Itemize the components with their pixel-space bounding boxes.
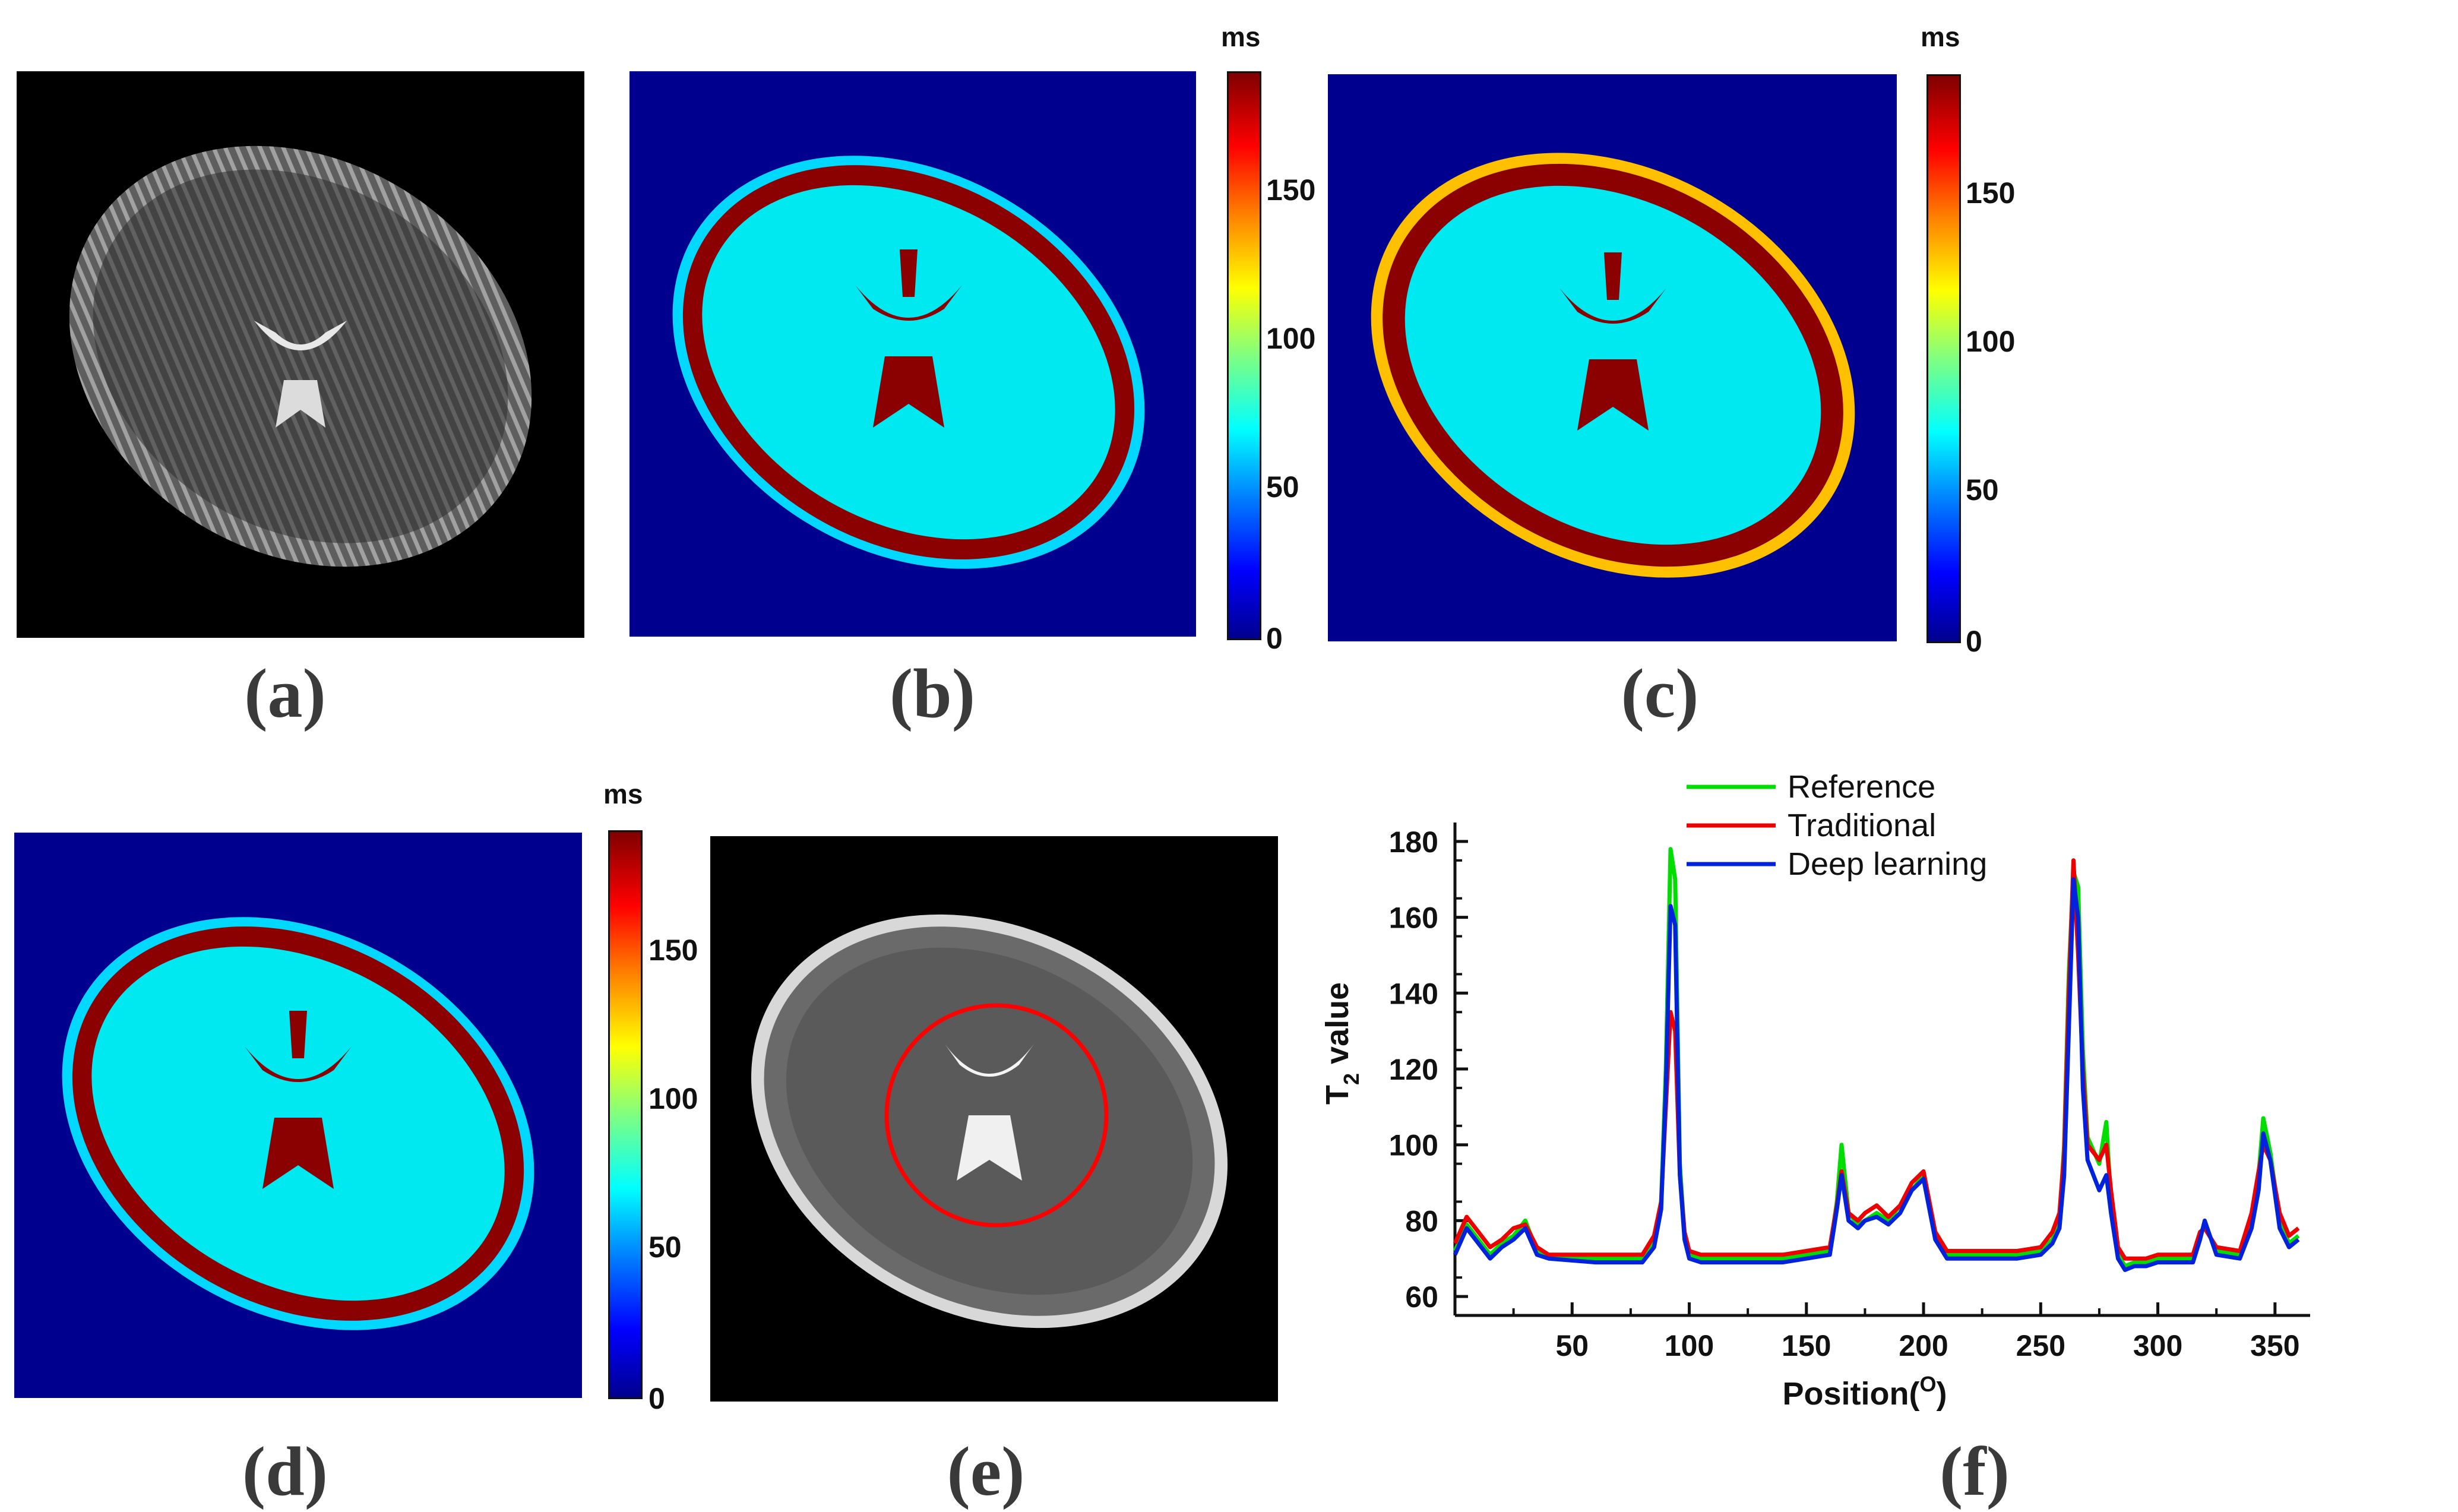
x-tick-label: 350 xyxy=(2250,1329,2299,1362)
panel-c-tick-100: 100 xyxy=(1966,325,2016,358)
y-tick-label: 120 xyxy=(1389,1053,1438,1086)
legend-label: Reference xyxy=(1788,769,1935,805)
panel-a-image xyxy=(17,71,584,638)
panel-f-label: (f) xyxy=(1940,1432,2010,1510)
panel-d-tick-50: 50 xyxy=(648,1231,682,1264)
x-tick-label: 50 xyxy=(1555,1329,1589,1362)
panel-f-chart: 60 80 100 120 140 160 180 50 100 150 200 250 300 350 R… xyxy=(1295,754,2340,1425)
panel-b-tick-0: 0 xyxy=(1266,622,1283,655)
y-axis-label: T2 value xyxy=(1320,982,1364,1105)
panel-d-tick-0: 0 xyxy=(648,1382,665,1415)
x-tick-label: 100 xyxy=(1665,1329,1714,1362)
series-line-traditional xyxy=(1453,858,2300,1261)
panel-c-map xyxy=(1328,74,1897,641)
panel-b-tick-150: 150 xyxy=(1266,173,1316,207)
panel-d-tick-150: 150 xyxy=(648,934,698,967)
y-tick-label: 100 xyxy=(1389,1129,1438,1162)
y-tick-label: 180 xyxy=(1389,825,1438,859)
x-axis-label: Position(O) xyxy=(1783,1372,1947,1412)
x-tick-label: 200 xyxy=(1899,1329,1948,1362)
panel-b-tick-50: 50 xyxy=(1266,470,1299,504)
legend-label: Deep learning xyxy=(1788,846,1987,882)
panel-e-image xyxy=(710,836,1278,1402)
y-tick-label: 140 xyxy=(1389,977,1438,1010)
panel-c-tick-0: 0 xyxy=(1966,625,1982,658)
x-tick-label: 300 xyxy=(2133,1329,2182,1362)
panel-b-tick-100: 100 xyxy=(1266,322,1316,355)
y-tick-label: 80 xyxy=(1405,1204,1438,1238)
x-tick-label: 250 xyxy=(2016,1329,2065,1362)
panel-b-colorbar-unit: ms xyxy=(1221,21,1261,52)
panel-e-label: (e) xyxy=(947,1432,1025,1510)
panel-b-label: (b) xyxy=(889,654,976,732)
panel-d-tick-100: 100 xyxy=(648,1082,698,1115)
panel-b-colorbar xyxy=(1227,71,1261,640)
y-tick-label: 160 xyxy=(1389,901,1438,935)
y-tick-label: 60 xyxy=(1405,1280,1438,1314)
x-tick-label: 150 xyxy=(1782,1329,1831,1362)
panel-d-map xyxy=(14,833,582,1398)
roi-circle xyxy=(884,1003,1109,1228)
panel-c-colorbar xyxy=(1926,74,1961,643)
panel-d-label: (d) xyxy=(242,1432,328,1510)
panel-c-tick-150: 150 xyxy=(1966,176,2016,210)
panel-c-colorbar-unit: ms xyxy=(1921,21,1960,52)
panel-c-label: (c) xyxy=(1621,654,1699,732)
panel-b-map xyxy=(629,71,1196,637)
legend-label: Traditional xyxy=(1788,808,1936,843)
series-line-deep-learning xyxy=(1453,877,2300,1272)
panel-c-tick-50: 50 xyxy=(1966,473,1999,507)
panel-d-colorbar xyxy=(608,830,643,1399)
panel-a-label: (a) xyxy=(244,654,326,732)
panel-d-colorbar-unit: ms xyxy=(603,779,643,809)
